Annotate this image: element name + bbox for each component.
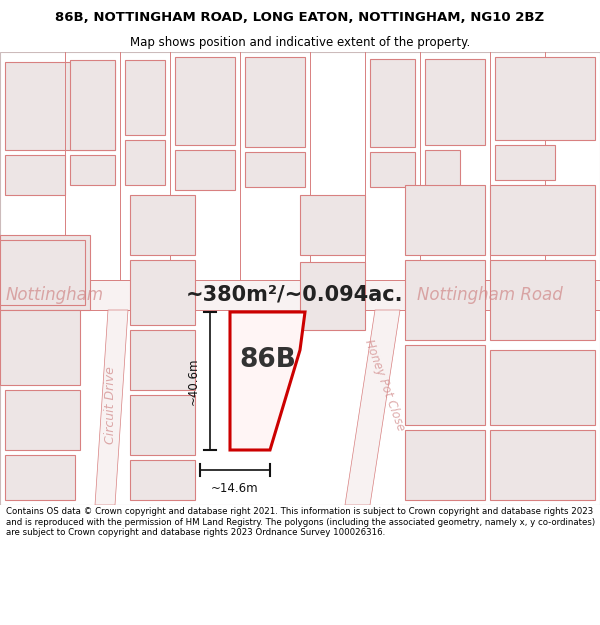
- Text: Nottingham Road: Nottingham Road: [417, 286, 563, 304]
- Polygon shape: [5, 390, 80, 450]
- Polygon shape: [0, 310, 80, 385]
- Bar: [370, 152, 415, 187]
- Polygon shape: [0, 235, 90, 310]
- Bar: [495, 57, 595, 140]
- Bar: [130, 395, 195, 455]
- Bar: [70, 155, 115, 185]
- Text: Honey Pot Close: Honey Pot Close: [362, 338, 407, 432]
- Bar: [490, 430, 595, 500]
- Polygon shape: [345, 310, 400, 505]
- Text: Circuit Drive: Circuit Drive: [104, 366, 118, 444]
- Text: Contains OS data © Crown copyright and database right 2021. This information is : Contains OS data © Crown copyright and d…: [6, 508, 595, 538]
- Bar: [130, 195, 195, 255]
- Bar: [175, 150, 235, 190]
- Bar: [5, 155, 65, 195]
- Bar: [5, 62, 115, 150]
- Bar: [70, 60, 115, 150]
- Bar: [490, 350, 595, 425]
- Bar: [300, 262, 365, 330]
- Bar: [125, 60, 165, 135]
- Bar: [130, 460, 195, 500]
- Bar: [425, 150, 460, 187]
- Text: 86B: 86B: [239, 347, 296, 373]
- Text: ~14.6m: ~14.6m: [211, 482, 259, 495]
- Polygon shape: [0, 280, 600, 310]
- Bar: [405, 185, 485, 255]
- Text: Map shows position and indicative extent of the property.: Map shows position and indicative extent…: [130, 36, 470, 49]
- Bar: [490, 185, 595, 255]
- Bar: [175, 57, 235, 145]
- Text: Nottingham: Nottingham: [6, 286, 104, 304]
- Bar: [300, 195, 365, 255]
- Bar: [425, 59, 485, 145]
- Bar: [405, 430, 485, 500]
- Polygon shape: [95, 310, 128, 505]
- Bar: [125, 140, 165, 185]
- Bar: [405, 260, 485, 340]
- Polygon shape: [0, 240, 85, 305]
- Text: ~40.6m: ~40.6m: [187, 357, 200, 405]
- Bar: [495, 145, 555, 180]
- Bar: [490, 260, 595, 340]
- Bar: [130, 260, 195, 325]
- Bar: [245, 152, 305, 187]
- Bar: [370, 59, 415, 147]
- Bar: [405, 345, 485, 425]
- Bar: [130, 330, 195, 390]
- Text: 86B, NOTTINGHAM ROAD, LONG EATON, NOTTINGHAM, NG10 2BZ: 86B, NOTTINGHAM ROAD, LONG EATON, NOTTIN…: [55, 11, 545, 24]
- Polygon shape: [230, 312, 305, 450]
- Text: ~380m²/~0.094ac.: ~380m²/~0.094ac.: [186, 285, 404, 305]
- Polygon shape: [5, 455, 75, 500]
- Bar: [245, 57, 305, 147]
